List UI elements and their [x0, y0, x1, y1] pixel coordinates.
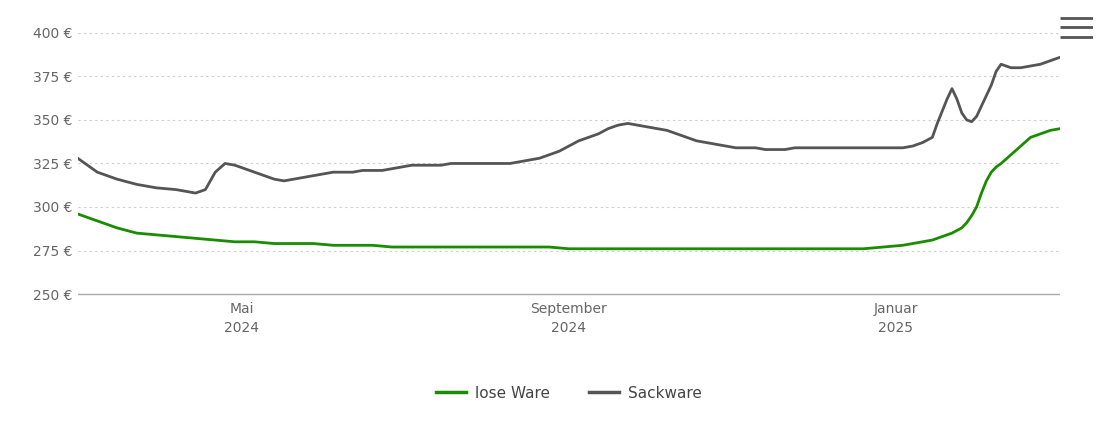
Legend: lose Ware, Sackware: lose Ware, Sackware: [430, 380, 708, 407]
